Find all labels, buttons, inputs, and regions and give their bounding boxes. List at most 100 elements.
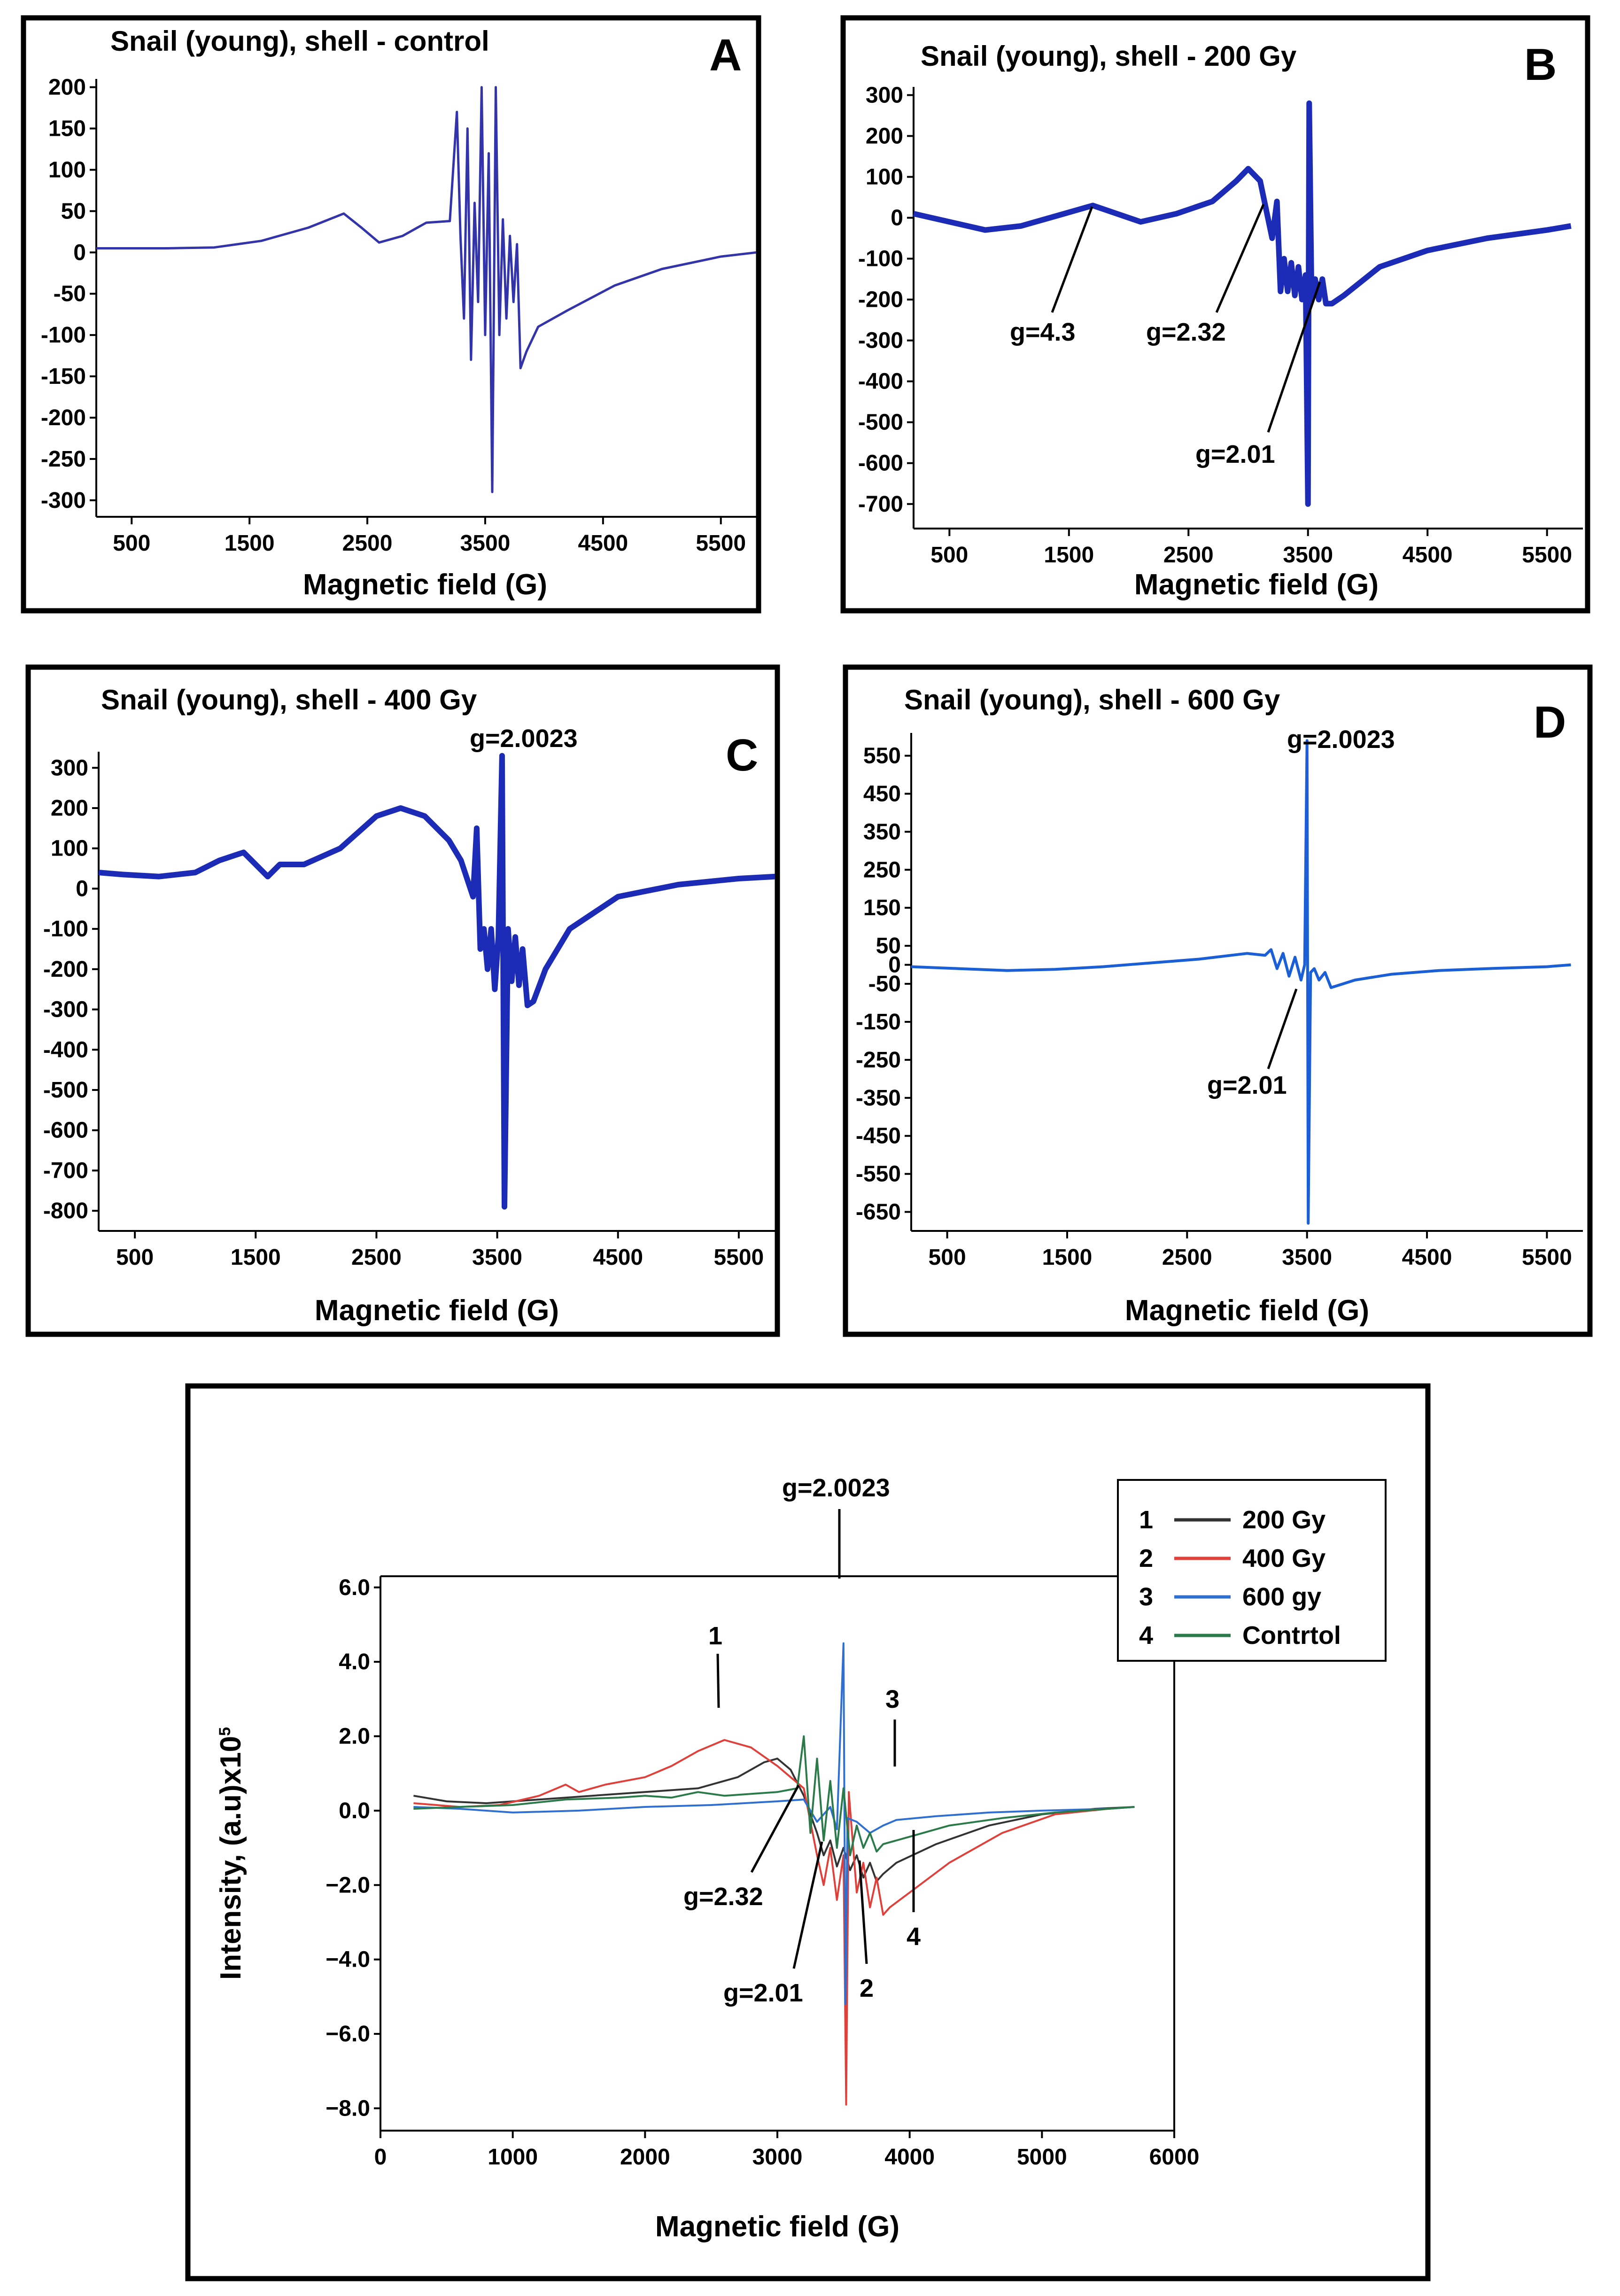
y-tick-label: −6.0 (326, 2022, 370, 2047)
panel-title: Snail (young), shell - 600 Gy (904, 684, 1280, 716)
panel-e: 0 1000 2000 3000 4000 5000 6000 6.0 4.0 2.0 0.0 −2.… (185, 1383, 1431, 2281)
y-tick-label: -300 (858, 328, 903, 353)
y-tick-label: 350 (863, 819, 901, 844)
x-tick-label: 5500 (713, 1245, 764, 1270)
y-tick-label: -300 (43, 997, 88, 1022)
x-tick-label: 500 (929, 1245, 966, 1270)
panel-title: Snail (young), shell - control (110, 25, 489, 57)
y-tick-label: 50 (61, 199, 86, 224)
annotation-label: g=2.01 (723, 1979, 803, 2007)
y-tick-label: -100 (41, 323, 86, 348)
x-tick-label: 500 (930, 543, 968, 568)
x-axis-label: Magnetic field (G) (315, 1294, 559, 1327)
x-tick-label: 1000 (488, 2145, 538, 2170)
y-tick-label: 150 (48, 117, 86, 141)
y-tick-label: -400 (43, 1037, 88, 1062)
y-tick-label: -500 (858, 410, 903, 435)
y-tick-label: 200 (51, 796, 88, 821)
panel-letter: A (709, 30, 742, 80)
y-tick-label: -100 (858, 247, 903, 272)
x-tick-label: 3000 (752, 2145, 803, 2170)
y-tick-label: 100 (51, 836, 88, 861)
y-tick-label: -800 (43, 1199, 88, 1223)
annotation-label: g=2.32 (683, 1883, 763, 1911)
y-tick-label: -400 (858, 369, 903, 394)
x-tick-label: 3500 (1283, 543, 1333, 568)
x-tick-label: 1500 (225, 531, 275, 556)
x-axis-label: Magnetic field (G) (1125, 1294, 1369, 1327)
x-tick-label: 3500 (472, 1245, 522, 1270)
y-tick-label: 450 (863, 781, 901, 806)
series-line-1 (911, 739, 1571, 1225)
x-tick-label: 2500 (1162, 1245, 1212, 1270)
panel-d: 500 1500 2500 3500 4500 5500 550 450 350 250 150 50… (843, 664, 1593, 1337)
annotation-label: 3 (885, 1685, 899, 1713)
series-line-1 (98, 753, 775, 1210)
y-tick-label: 100 (866, 164, 903, 189)
panel-c: 500 1500 2500 3500 4500 5500 300 200 100 0 -100 -20… (25, 664, 780, 1337)
x-tick-label: 2500 (351, 1245, 402, 1270)
annotation-label: 4 (907, 1922, 921, 1951)
panel-frame (25, 664, 780, 1337)
panel-title: Snail (young), shell - 400 Gy (101, 684, 477, 716)
y-tick-label: -700 (858, 492, 903, 517)
annotation-leader (858, 1860, 868, 1964)
legend: 1 200 Gy 2 400 Gy 3 600 gy 4 Contrtol (1117, 1479, 1387, 1662)
y-tick-label: -450 (856, 1124, 901, 1149)
y-tick-label: 6.0 (339, 1575, 370, 1600)
series-line-2 (413, 1739, 1135, 2106)
y-tick-label: -300 (41, 488, 86, 513)
annotation-leader (1267, 281, 1321, 433)
y-tick-label: -150 (41, 364, 86, 389)
panel-letter: B (1524, 39, 1557, 90)
y-tick-label: -700 (43, 1158, 88, 1183)
y-tick-label: −2.0 (326, 1873, 370, 1898)
panel-b: 500 1500 2500 3500 4500 5500 300 200 100 0 -100 -20… (840, 15, 1590, 614)
y-tick-label: 200 (866, 124, 903, 148)
y-tick-label: -600 (43, 1118, 88, 1143)
y-tick-label: 0.0 (339, 1798, 370, 1823)
series-line-3 (413, 1642, 1135, 2005)
y-tick-label: -200 (41, 405, 86, 430)
panel-title: Snail (young), shell - 200 Gy (921, 40, 1297, 72)
x-tick-label: 2500 (1163, 543, 1214, 568)
x-tick-label: 4000 (884, 2145, 935, 2170)
panel-letter: D (1534, 697, 1566, 747)
annotation-label: g=4.3 (1010, 318, 1076, 346)
series-line-1 (96, 86, 757, 493)
y-axis-label: Intensity, (a.u)x105 (215, 1727, 247, 1980)
annotation-label: 1 (708, 1622, 722, 1650)
y-tick-label: -250 (41, 447, 86, 472)
annotation-label: g=2.01 (1207, 1071, 1287, 1099)
legend-label: 200 Gy (1242, 1506, 1325, 1534)
y-tick-label: 0 (888, 953, 901, 978)
y-tick-label: -150 (856, 1010, 901, 1035)
x-tick-label: 4500 (1402, 1245, 1452, 1270)
y-tick-label: -600 (858, 451, 903, 476)
x-tick-label: 1500 (1042, 1245, 1093, 1270)
y-tick-label: 0 (73, 240, 86, 265)
y-tick-label: 100 (48, 157, 86, 182)
y-tick-label: -500 (43, 1078, 88, 1103)
panel-frame (840, 15, 1590, 614)
y-tick-label: -250 (856, 1048, 901, 1073)
x-tick-label: 5500 (1522, 543, 1572, 568)
annotation-label: g=2.01 (1195, 440, 1275, 468)
x-tick-label: 500 (113, 531, 150, 556)
y-tick-label: 300 (866, 83, 903, 108)
annotation-leader (1215, 204, 1265, 313)
panel-a: 500 1500 2500 3500 4500 5500200150100500-50-1… (21, 15, 761, 614)
annotation-label: g=2.0023 (470, 724, 578, 753)
x-tick-label: 0 (374, 2145, 387, 2170)
legend-label: 600 gy (1242, 1583, 1321, 1611)
x-axis-label: Magnetic field (G) (1134, 568, 1379, 601)
legend-label: 400 Gy (1242, 1544, 1325, 1572)
y-tick-label: -50 (54, 281, 86, 306)
x-tick-label: 1500 (231, 1245, 281, 1270)
y-tick-label: −4.0 (326, 1947, 370, 1972)
legend-number: 4 (1139, 1621, 1153, 1650)
y-tick-label: 0 (891, 206, 903, 231)
y-tick-label: 0 (76, 876, 88, 901)
series-line-4 (413, 1735, 1135, 1856)
